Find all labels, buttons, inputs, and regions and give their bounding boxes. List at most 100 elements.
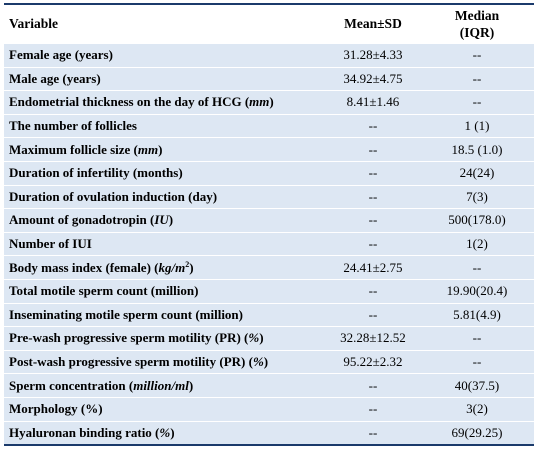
cell-mean-sd: -- [326, 208, 420, 233]
cell-variable: Female age (years) [4, 43, 326, 68]
table-row: The number of follicles -- 1 (1) [4, 113, 534, 138]
variable-unit: % [252, 354, 264, 370]
cell-mean-sd: 34.92±4.75 [326, 66, 420, 91]
cell-mean-sd: -- [326, 160, 420, 186]
table-row: Maximum follicle size (mm) -- 18.5 (1.0) [4, 137, 534, 162]
variable-label: Pre-wash progressive sperm motility (PR)… [9, 330, 249, 346]
cell-variable: Morphology (%) [4, 396, 326, 421]
bottom-rule [4, 444, 534, 447]
cell-median-iqr: 1(2) [420, 231, 534, 256]
cell-median-iqr: -- [420, 90, 534, 115]
cell-variable: Endometrial thickness on the day of HCG … [4, 90, 326, 115]
cell-median-iqr: 18.5 (1.0) [420, 137, 534, 162]
header-row: Variable Mean±SD Median (IQR) [4, 5, 534, 44]
table-row: Hyaluronan binding ratio (%) -- 69(29.25) [4, 420, 534, 445]
cell-mean-sd: -- [326, 278, 420, 304]
table-row: Total motile sperm count (million) -- 19.9… [4, 278, 534, 304]
table-row: Duration of infertility (months) -- 24(24) [4, 160, 534, 186]
cell-median-iqr: -- [420, 43, 534, 68]
cell-median-iqr: 1 (1) [420, 113, 534, 138]
cell-median-iqr: 19.90(20.4) [420, 278, 534, 304]
cell-variable: Amount of gonadotropin (IU) [4, 208, 326, 233]
table-row: Endometrial thickness on the day of HCG … [4, 90, 534, 115]
table-row: Inseminating motile sperm count (million… [4, 302, 534, 327]
cell-mean-sd: -- [326, 113, 420, 138]
table-row: Duration of ovulation induction (day) -- 7… [4, 184, 534, 209]
statistics-table-container: Variable Mean±SD Median (IQR) Female age… [4, 3, 534, 447]
variable-unit: mm [249, 94, 270, 110]
header-variable: Variable [9, 16, 59, 31]
variable-label: Amount of gonadotropin ( [9, 212, 155, 228]
cell-mean-sd: 95.22±2.32 [326, 349, 420, 374]
table-row: Amount of gonadotropin (IU) -- 500(178.0) [4, 208, 534, 233]
cell-median-iqr: 5.81(4.9) [420, 302, 534, 327]
variable-suffix: ) [168, 212, 174, 228]
cell-variable: Hyaluronan binding ratio (%) [4, 420, 326, 445]
cell-mean-sd: -- [326, 184, 420, 209]
cell-median-iqr: 3(2) [420, 396, 534, 421]
cell-variable: Total motile sperm count (million) [4, 278, 326, 304]
variable-suffix: ) [188, 377, 194, 393]
variable-unit: % [159, 424, 171, 440]
cell-mean-sd: -- [326, 231, 420, 256]
table-body: Female age (years) 31.28±4.33 -- Male age (… [4, 43, 534, 445]
statistics-table: Variable Mean±SD Median (IQR) Female age… [4, 5, 534, 445]
cell-mean-sd: -- [326, 373, 420, 398]
table-row: Male age (years) 34.92±4.75 -- [4, 66, 534, 91]
cell-mean-sd: 32.28±12.52 [326, 326, 420, 351]
variable-unit-exponent: 2 [185, 259, 190, 269]
table-row: Pre-wash progressive sperm motility (PR)… [4, 326, 534, 351]
variable-label: Hyaluronan binding ratio ( [9, 424, 160, 440]
table-row: Morphology (%) -- 3(2) [4, 396, 534, 421]
variable-label: Maximum follicle size ( [9, 141, 138, 157]
table-row: Number of IUI -- 1(2) [4, 231, 534, 256]
variable-unit: kg/m [158, 259, 186, 275]
cell-variable: Body mass index (female) (kg/m2) [4, 255, 326, 280]
cell-variable: Number of IUI [4, 231, 326, 256]
header-mean-sd: Mean±SD [344, 16, 402, 31]
variable-unit: IU [154, 212, 169, 228]
cell-variable: Male age (years) [4, 66, 326, 91]
cell-mean-sd: -- [326, 137, 420, 162]
cell-variable: Inseminating motile sperm count (million… [4, 302, 326, 327]
cell-variable: Maximum follicle size (mm) [4, 137, 326, 162]
variable-label: Post-wash progressive sperm motility (PR… [9, 354, 253, 370]
variable-suffix: ) [189, 259, 194, 275]
cell-variable: Pre-wash progressive sperm motility (PR)… [4, 326, 326, 351]
top-rule [4, 3, 534, 5]
cell-median-iqr: -- [420, 255, 534, 280]
variable-label: Body mass index (female) ( [9, 259, 159, 275]
cell-variable: Sperm concentration (million/ml) [4, 373, 326, 398]
cell-variable: Post-wash progressive sperm motility (PR… [4, 349, 326, 374]
variable-suffix: ) [263, 354, 269, 370]
cell-variable: Duration of ovulation induction (day) [4, 184, 326, 209]
table-row: Post-wash progressive sperm motility (PR… [4, 349, 534, 374]
cell-median-iqr: 40(37.5) [420, 373, 534, 398]
cell-median-iqr: -- [420, 349, 534, 374]
cell-mean-sd: -- [326, 396, 420, 421]
variable-suffix: ) [158, 141, 163, 157]
cell-median-iqr: 24(24) [420, 160, 534, 186]
header-median-line2: (IQR) [459, 25, 495, 40]
variable-suffix: ) [170, 424, 175, 440]
variable-label: Sperm concentration ( [9, 377, 134, 393]
cell-median-iqr: 69(29.25) [420, 420, 534, 445]
variable-label: Endometrial thickness on the day of HCG … [9, 94, 250, 110]
cell-median-iqr: -- [420, 66, 534, 91]
table-row: Female age (years) 31.28±4.33 -- [4, 43, 534, 68]
cell-mean-sd: 31.28±4.33 [326, 43, 420, 68]
cell-mean-sd: 8.41±1.46 [326, 90, 420, 115]
cell-mean-sd: 24.41±2.75 [326, 255, 420, 280]
variable-unit: mm [137, 141, 159, 157]
variable-suffix: ) [259, 330, 264, 346]
cell-median-iqr: 7(3) [420, 184, 534, 209]
cell-mean-sd: -- [326, 302, 420, 327]
table-row: Sperm concentration (million/ml) -- 40(37.… [4, 373, 534, 398]
header-median-iqr: Median (IQR) [420, 5, 534, 44]
variable-unit: million/ml [133, 377, 189, 393]
variable-suffix: ) [269, 94, 274, 110]
table-row: Body mass index (female) (kg/m2) 24.41±2.… [4, 255, 534, 280]
header-median-line1: Median [454, 8, 500, 23]
cell-mean-sd: -- [326, 420, 420, 445]
cell-median-iqr: -- [420, 326, 534, 351]
